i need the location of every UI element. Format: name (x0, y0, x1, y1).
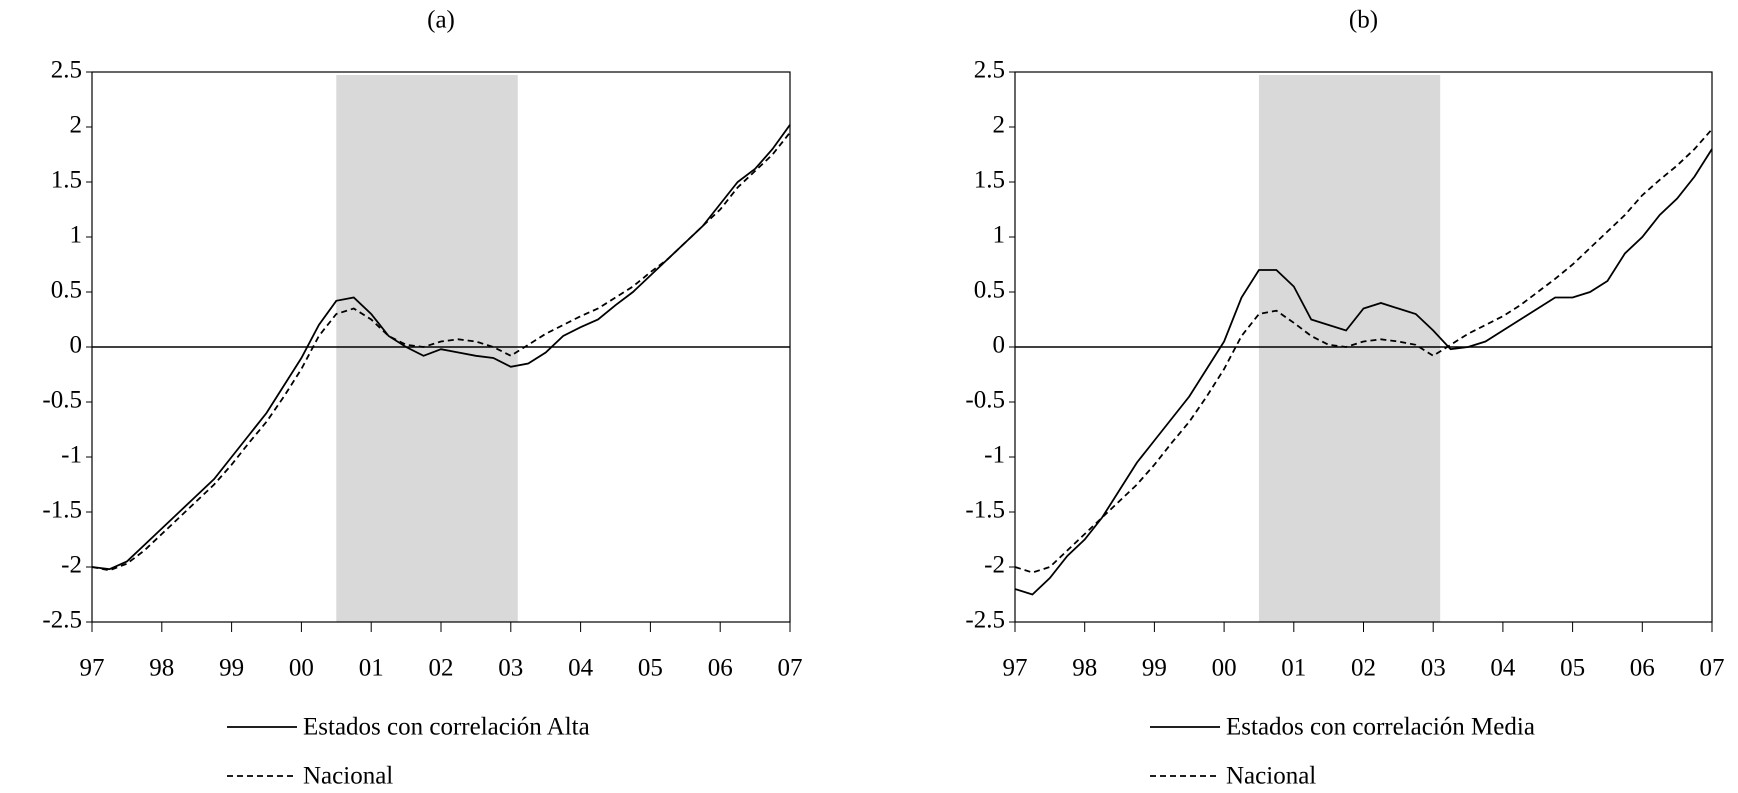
y-tick-label: -2 (984, 552, 1005, 579)
x-tick-label: 99 (219, 655, 244, 682)
x-tick-label: 97 (1003, 655, 1028, 682)
x-tick-label: 99 (1142, 655, 1167, 682)
x-tick-label: 07 (778, 655, 803, 682)
y-tick-label: 2.5 (51, 57, 82, 84)
x-tick-label: 02 (1351, 655, 1376, 682)
panel-title: (b) (1349, 7, 1378, 34)
y-tick-label: -1 (61, 442, 82, 469)
y-tick-label: 1.5 (974, 167, 1005, 194)
y-tick-label: -2.5 (965, 607, 1005, 634)
x-tick-label: 00 (289, 655, 314, 682)
x-tick-label: 01 (359, 655, 384, 682)
x-tick-label: 98 (149, 655, 174, 682)
y-tick-label: 2 (993, 112, 1006, 139)
x-tick-label: 98 (1072, 655, 1097, 682)
x-tick-label: 06 (1630, 655, 1655, 682)
y-tick-label: 2.5 (974, 57, 1005, 84)
y-tick-label: -0.5 (42, 387, 82, 414)
y-tick-label: 1.5 (51, 167, 82, 194)
series-line (1014, 148, 1713, 596)
x-tick-label: 00 (1212, 655, 1237, 682)
y-tick-label: -1.5 (965, 497, 1005, 524)
y-tick-label: 0 (70, 332, 83, 359)
legend-label: Estados con correlación Media (1226, 714, 1535, 741)
legend-label: Nacional (1226, 763, 1316, 790)
y-tick-label: 1 (993, 222, 1006, 249)
y-tick-label: 1 (70, 222, 83, 249)
y-tick-label: -0.5 (965, 387, 1005, 414)
y-tick-label: -2.5 (42, 607, 82, 634)
legend-label: Nacional (303, 763, 393, 790)
legend-label: Estados con correlación Alta (303, 714, 590, 741)
x-tick-label: 05 (638, 655, 663, 682)
panel-title: (a) (427, 7, 455, 34)
y-tick-label: 2 (70, 112, 83, 139)
x-tick-label: 01 (1281, 655, 1306, 682)
series-line (91, 131, 791, 572)
x-tick-label: 03 (1421, 655, 1446, 682)
series-line (1014, 128, 1713, 574)
x-tick-label: 97 (80, 655, 105, 682)
series-line (91, 124, 791, 571)
x-tick-label: 05 (1560, 655, 1585, 682)
shaded-span (1258, 75, 1441, 622)
x-tick-label: 03 (498, 655, 523, 682)
y-tick-label: -1.5 (42, 497, 82, 524)
x-tick-label: 02 (429, 655, 454, 682)
shaded-span (336, 75, 518, 622)
x-tick-label: 04 (1490, 655, 1516, 682)
y-tick-label: -2 (61, 552, 82, 579)
y-tick-label: 0.5 (974, 277, 1005, 304)
x-tick-label: 04 (568, 655, 594, 682)
x-tick-label: 07 (1700, 655, 1725, 682)
x-tick-label: 06 (708, 655, 733, 682)
y-tick-label: 0 (993, 332, 1006, 359)
y-tick-label: -1 (984, 442, 1005, 469)
y-tick-label: 0.5 (51, 277, 82, 304)
